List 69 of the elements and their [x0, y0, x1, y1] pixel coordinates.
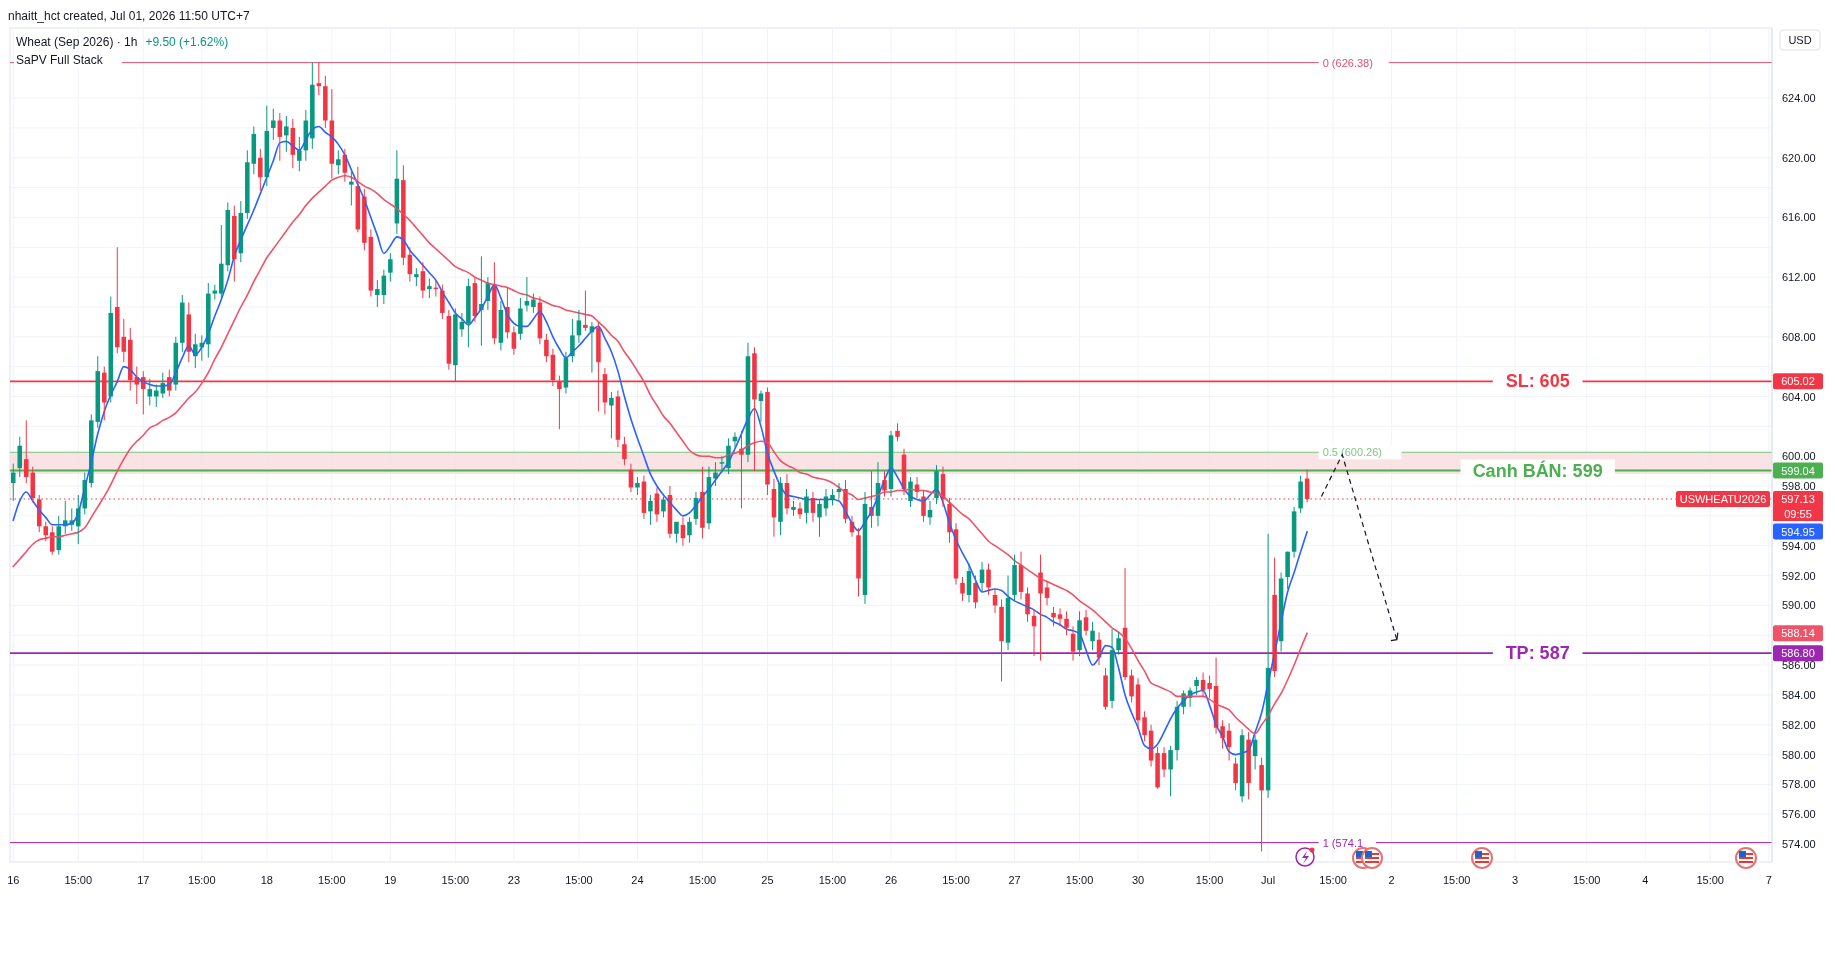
candlestick: [388, 252, 393, 283]
x-tick-label: 15:00: [1572, 874, 1601, 886]
x-tick-label: 15:00: [1319, 874, 1347, 886]
x-tick-label: 15:00: [188, 874, 216, 886]
x-tick-label: 15:00: [64, 874, 93, 886]
y-tick-label: 576.00: [1782, 808, 1816, 821]
y-tick-label: 604.00: [1782, 390, 1816, 403]
x-tick-label: 18: [260, 874, 273, 886]
x-tick-label: 2: [1388, 874, 1395, 886]
y-tick-label: 624.00: [1782, 92, 1816, 105]
x-tick-label: 23: [507, 874, 521, 886]
y-tick-label: 612.00: [1782, 271, 1816, 284]
x-tick-label: 25: [761, 874, 774, 886]
ref-line-label: SL: 605: [1505, 371, 1570, 392]
x-tick-label: 3: [1512, 874, 1519, 886]
y-tick-label: 574.00: [1782, 838, 1816, 851]
text: +9.50 (+1.62%): [145, 35, 229, 49]
y-tick-label: 597.13: [1781, 493, 1815, 506]
y-tick-label: 605.02: [1781, 375, 1815, 388]
x-tick-label: 15:00: [1696, 874, 1724, 886]
candlestick: [635, 476, 640, 496]
y-tick-label: 578.00: [1782, 778, 1816, 791]
y-tick-label: 584.00: [1782, 688, 1816, 701]
x-tick-label: 15:00: [688, 874, 717, 886]
x-tick-label: 15:00: [1442, 874, 1471, 886]
x-tick-label: 27: [1008, 874, 1021, 886]
y-tick-label: 620.00: [1782, 151, 1816, 164]
y-tick-label: 590.00: [1782, 599, 1816, 612]
candlestick: [323, 75, 328, 129]
x-tick-label: 26: [884, 874, 898, 886]
ref-line-label: 0 (626.38): [1322, 56, 1373, 69]
y-tick-label: 592.00: [1782, 569, 1816, 582]
ref-line-label: 1 (574.1: [1322, 836, 1364, 849]
y-tick-label: 599.04: [1781, 464, 1815, 477]
y-tick-label: 594.95: [1781, 525, 1815, 538]
y-tick-label: 588.14: [1781, 627, 1815, 640]
text: 09:55: [1784, 507, 1812, 520]
x-tick-label: 15:00: [565, 874, 593, 886]
x-tick-label: 30: [1131, 874, 1145, 886]
x-tick-label: Jul: [1261, 874, 1276, 886]
x-tick-label: 4: [1642, 874, 1649, 886]
x-tick-label: 15:00: [318, 874, 346, 886]
x-tick-label: 15:00: [1065, 874, 1094, 886]
y-axis-title: USD: [1788, 34, 1812, 46]
y-tick-label: 600.00: [1782, 450, 1816, 463]
y-tick-label: 586.80: [1781, 647, 1815, 660]
x-tick-label: 15:00: [441, 874, 470, 886]
ref-line-label: 0.5 (600.26): [1322, 446, 1383, 459]
x-tick-label: 15:00: [942, 874, 970, 886]
ref-line-label: TP: 587: [1505, 643, 1570, 664]
x-tick-label: 15:00: [818, 874, 847, 886]
ref-line-label: USWHEATU2026: [1679, 493, 1767, 506]
x-tick-label: 24: [631, 874, 644, 886]
text: nhaitt_hct created, Jul 01, 2026 11:50 UTC+7: [8, 9, 250, 23]
x-tick-label: 15:00: [1195, 874, 1224, 886]
x-tick-label: 16: [7, 874, 20, 886]
x-tick-label: 17: [137, 874, 150, 886]
y-tick-label: 616.00: [1782, 211, 1816, 224]
y-tick-label: 586.00: [1782, 659, 1816, 672]
y-tick-label: 582.00: [1782, 718, 1816, 731]
x-tick-label: 7: [1765, 874, 1772, 886]
y-tick-label: 608.00: [1782, 330, 1816, 343]
y-tick-label: 598.00: [1782, 480, 1816, 493]
text: Wheat (Sep 2026) · 1h: [16, 35, 138, 49]
y-tick-label: 594.00: [1782, 539, 1816, 552]
x-tick-label: 19: [384, 874, 397, 886]
ref-line-label: Canh BÁN: 599: [1472, 459, 1603, 481]
y-tick-label: 580.00: [1782, 748, 1816, 761]
annotation: SaPV Full Stack: [16, 53, 104, 67]
